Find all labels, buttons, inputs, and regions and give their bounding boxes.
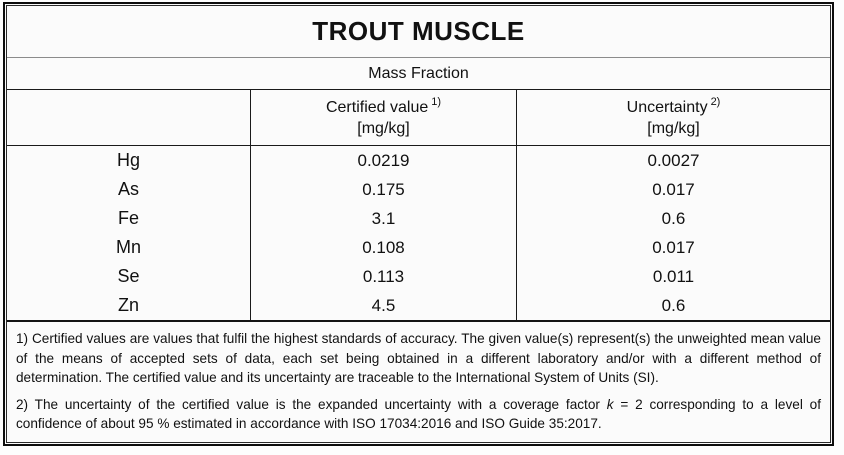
- uncertainty-value: 0.017: [516, 233, 830, 262]
- table-subtitle: Mass Fraction: [7, 58, 830, 90]
- footnote-2: 2) The uncertainty of the certified valu…: [16, 396, 821, 432]
- element-symbol: Fe: [117, 208, 139, 228]
- coverage-factor-k: k: [606, 396, 614, 412]
- uncertainty-value: 0.011: [516, 262, 830, 291]
- table-header-row: Certified value 1) [mg/kg] Uncertainty 2) …: [7, 90, 830, 146]
- element-symbol: Se: [117, 266, 140, 286]
- header-certified-label: Certified value 1): [325, 96, 442, 116]
- certificate-table: TROUT MUSCLE Mass Fraction Certified val…: [6, 5, 831, 443]
- footnote-1: 1) Certified values are values that fulf…: [16, 331, 821, 385]
- header-uncertainty-unit: [mg/kg]: [647, 119, 700, 137]
- uncertainty-value: 0.6: [516, 291, 830, 320]
- certified-value: 0.0219: [250, 146, 516, 175]
- data-rows: Hg 0.0219 0.0027 As 0.175 0.017 Fe 3.1 0…: [7, 146, 830, 320]
- certified-value: 0.108: [250, 233, 516, 262]
- header-certified-unit: [mg/kg]: [357, 119, 410, 137]
- header-uncertainty: Uncertainty 2) [mg/kg]: [516, 90, 830, 145]
- certificate-table-frame: TROUT MUSCLE Mass Fraction Certified val…: [3, 2, 834, 446]
- table-title: TROUT MUSCLE: [7, 6, 830, 58]
- certified-value: 0.175: [250, 175, 516, 204]
- certified-value: 0.113: [250, 262, 516, 291]
- element-symbol: Zn: [117, 295, 139, 315]
- element-symbol: Hg: [116, 150, 140, 170]
- element-symbol: As: [117, 179, 139, 199]
- header-certified-value: Certified value 1) [mg/kg]: [250, 90, 516, 145]
- footnotes-section: 1) Certified values are values that fulf…: [7, 320, 830, 445]
- header-uncertainty-label: Uncertainty 2): [626, 96, 721, 116]
- certified-value: 3.1: [250, 204, 516, 233]
- header-element-column: [7, 90, 250, 145]
- footnote-ref-2: 2): [710, 96, 721, 109]
- footnote-ref-1: 1): [431, 96, 442, 109]
- uncertainty-value: 0.0027: [516, 146, 830, 175]
- uncertainty-value: 0.6: [516, 204, 830, 233]
- uncertainty-value: 0.017: [516, 175, 830, 204]
- certified-value: 4.5: [250, 291, 516, 320]
- element-symbol: Mn: [115, 237, 141, 257]
